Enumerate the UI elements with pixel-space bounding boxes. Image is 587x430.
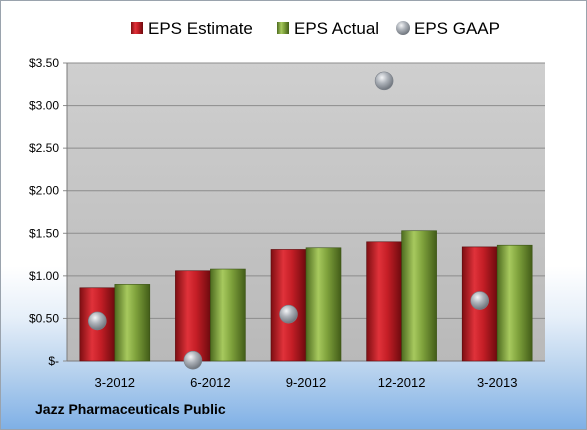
legend-swatch [277,22,289,34]
legend-swatch [131,22,143,34]
legend-item-eps-actual: EPS Actual [277,19,379,38]
company-name-label: Jazz Pharmaceuticals Public [35,401,226,417]
eps-actual-bar [210,268,246,362]
eps-actual-bar [496,244,533,362]
eps-gaap-point [88,311,107,331]
y-tick-label: $0.50 [29,311,59,325]
y-tick-label: $2.00 [29,184,59,198]
legend-label: EPS Estimate [148,19,253,38]
eps-gaap-point [183,350,203,370]
legend-swatch [396,21,410,35]
eps-actual-bar [305,247,342,362]
eps-actual-bar [114,284,151,362]
x-tick-label: 3-2012 [95,375,135,390]
eps-gaap-point [374,71,394,91]
legend-item-eps-gaap: EPS GAAP [396,19,500,38]
x-tick-label: 12-2012 [378,375,426,390]
legend: EPS Estimate EPS Actual EPS GAAP [131,19,500,38]
y-tick-label: $3.50 [29,56,59,70]
plot-area: $- $0.50 $1.00 $1.50 $2.00 $2.50 $3.00 $3.50 3-2… [29,56,545,390]
legend-label: EPS GAAP [414,19,500,38]
y-tick-label: $3.00 [29,99,59,113]
x-tick-label: 3-2013 [477,375,517,390]
y-tick-label: $2.50 [29,141,59,155]
y-tick-label: $- [48,354,59,368]
x-tick-label: 6-2012 [190,375,230,390]
eps-gaap-point [279,304,298,324]
y-tick-label: $1.00 [29,269,59,283]
x-tick-label: 9-2012 [286,375,326,390]
legend-label: EPS Actual [294,19,379,38]
eps-actual-bar [401,230,437,362]
eps-estimate-bar [175,270,211,362]
eps-gaap-point [470,291,490,310]
eps-estimate-bar [366,241,402,362]
y-tick-label: $1.50 [29,226,59,240]
legend-item-eps-estimate: EPS Estimate [131,19,253,38]
